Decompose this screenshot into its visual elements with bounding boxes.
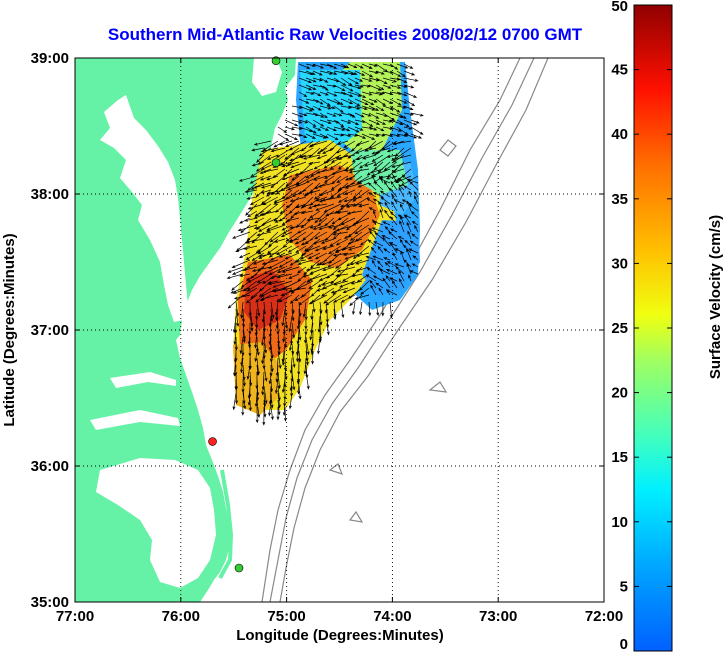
y-axis-ticks: 39:00 38:00 37:00 36:00 35:00 (31, 50, 604, 611)
velocity-vectors (226, 63, 424, 426)
station-marker (271, 158, 281, 168)
colorbar-ticks: 0 5 10 15 20 25 30 35 40 45 50 (611, 0, 672, 653)
x-tick-label: 75:00 (267, 608, 305, 625)
y-tick-label: 36:00 (31, 458, 69, 475)
colorbar-tick-label: 40 (611, 126, 628, 143)
chart-title: Southern Mid-Atlantic Raw Velocities 200… (108, 25, 583, 44)
x-axis-ticks: 77:00 76:00 75:00 74:00 73:00 72:00 (56, 58, 623, 625)
colorbar-tick-label: 45 (611, 62, 628, 79)
colorbar-tick-label: 20 (611, 385, 628, 402)
colorbar-gradient (633, 4, 673, 652)
station-marker (208, 437, 217, 446)
y-tick-label: 39:00 (31, 50, 69, 67)
colorbar-tick-label: 30 (611, 255, 628, 272)
grid-lines (75, 58, 604, 602)
x-tick-label: 73:00 (479, 608, 517, 625)
colorbar-tick-label: 10 (611, 514, 628, 531)
pamlico-sound (96, 458, 216, 588)
station-marker (234, 563, 244, 573)
x-tick-label: 72:00 (585, 608, 623, 625)
colorbar-tick-label: 0 (620, 636, 628, 653)
colorbar-tick-label: 15 (611, 449, 628, 466)
x-axis-label: Longitude (Degrees:Minutes) (236, 627, 444, 644)
river-inlet (90, 410, 180, 430)
velocity-arrow-set (226, 63, 424, 426)
colorbar-tick-label: 25 (611, 320, 628, 337)
barrier-island (218, 469, 234, 579)
velocity-patch-lowright (362, 220, 420, 296)
colorbar-tick-label: 5 (620, 578, 628, 595)
x-tick-label: 77:00 (56, 608, 94, 625)
y-tick-label: 35:00 (31, 594, 69, 611)
station-marker (271, 56, 281, 66)
station-markers (208, 56, 281, 573)
y-tick-label: 38:00 (31, 186, 69, 203)
bathymetry-contours (261, 58, 549, 602)
x-tick-label: 74:00 (373, 608, 411, 625)
colorbar-label: Surface Velocity (cm/s) (707, 215, 724, 379)
river-inlet (110, 372, 176, 388)
velocity-patch-cyan (300, 70, 362, 150)
velocity-patch-south (233, 342, 280, 415)
colorbar-tick-label: 50 (611, 0, 628, 15)
delaware-bay (252, 58, 282, 96)
colorbar: 0 5 10 15 20 25 30 35 40 45 50 Surface Velocity (c… (611, 0, 724, 653)
y-tick-label: 37:00 (31, 322, 69, 339)
x-tick-label: 76:00 (162, 608, 200, 625)
colorbar-tick-label: 35 (611, 191, 628, 208)
chesapeake-bay (100, 95, 188, 322)
plot-area (74, 56, 605, 603)
y-axis-label: Latitude (Degrees:Minutes) (1, 233, 18, 426)
